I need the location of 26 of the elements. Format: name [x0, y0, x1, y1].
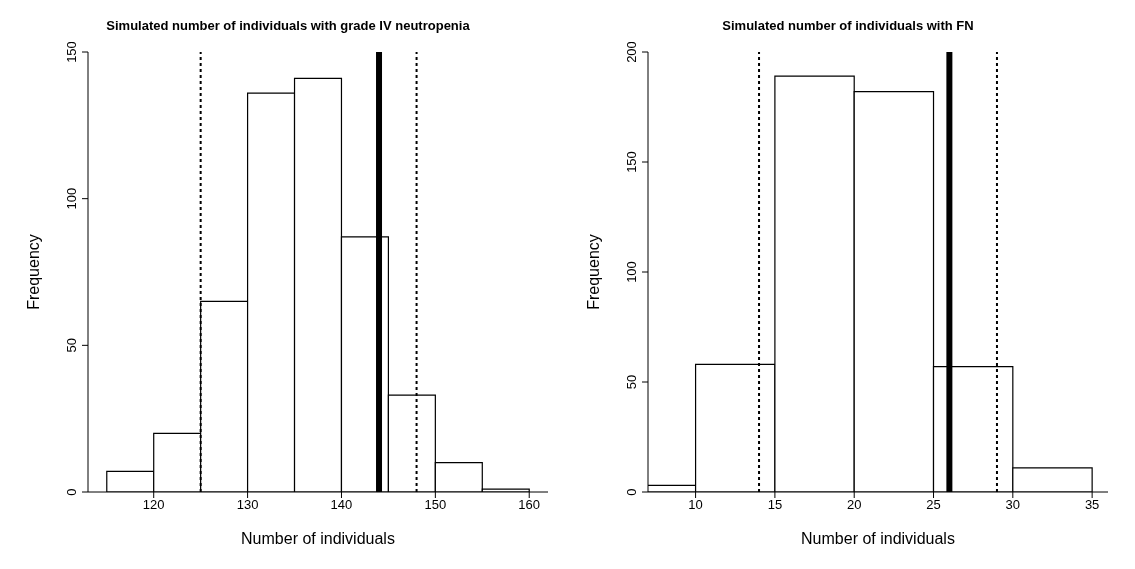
y-tick-label: 50: [64, 338, 79, 353]
y-tick-label: 100: [64, 187, 79, 210]
x-tick-label: 20: [846, 497, 862, 513]
x-axis-title: Number of individuals: [801, 530, 955, 547]
y-tick-label: 0: [624, 488, 639, 496]
y-tick-label: 0: [64, 488, 79, 496]
y-tick-label: 100: [624, 261, 639, 283]
chart-title: Simulated number of individuals with grade IV neutropenia: [105, 18, 471, 35]
x-tick-label: 10: [688, 497, 703, 513]
y-tick-label: 50: [624, 374, 639, 390]
x-tick-label: 130: [236, 497, 259, 513]
y-axis-title: Frequency: [24, 234, 42, 310]
x-tick-label: 150: [424, 497, 447, 513]
x-tick-label: 15: [767, 497, 783, 513]
x-tick-label: 25: [926, 497, 941, 513]
y-axis-title: Frequency: [584, 234, 602, 310]
x-tick-label: 35: [1084, 497, 1100, 513]
y-tick-label: 150: [64, 41, 79, 63]
chart-title: Simulated number of individuals with FN: [721, 18, 975, 35]
y-tick-label: 150: [624, 151, 639, 173]
x-tick-label: 160: [518, 497, 541, 513]
x-tick-label: 120: [142, 497, 165, 513]
x-axis-title: Number of individuals: [241, 530, 395, 547]
x-tick-label: 30: [1005, 497, 1021, 513]
x-tick-label: 140: [330, 497, 353, 513]
y-tick-label: 200: [624, 41, 639, 63]
